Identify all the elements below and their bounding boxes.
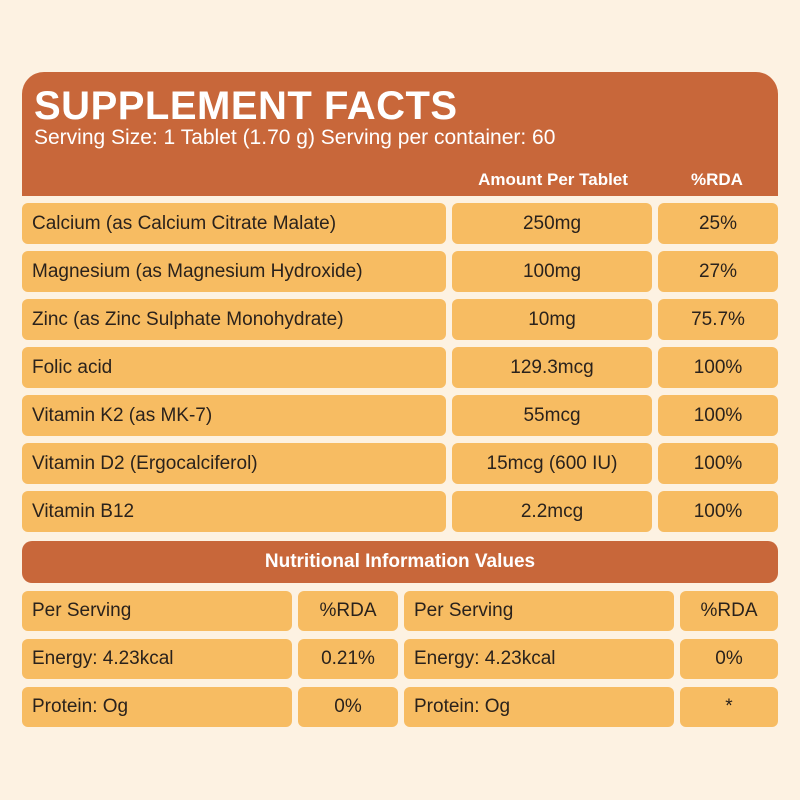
nutrient-name: Vitamin K2 (as MK-7) [22,395,446,436]
nutrient-rda: 100% [658,395,778,436]
nutrient-name: Zinc (as Zinc Sulphate Monohydrate) [22,299,446,340]
nutrition-right-rda: 0% [680,639,778,679]
column-header-amount: Amount Per Tablet [478,170,628,189]
nutrient-name: Vitamin D2 (Ergocalciferol) [22,443,446,484]
nutrient-amount: 55mcg [452,395,652,436]
nutrient-rda: 100% [658,443,778,484]
nutrient-rda: 100% [658,491,778,532]
nutrient-amount: 15mcg (600 IU) [452,443,652,484]
nutrition-section-title: Nutritional Information Values [22,541,778,583]
nutrient-name: Calcium (as Calcium Citrate Malate) [22,203,446,244]
nutrition-left-label: Per Serving [22,591,292,631]
nutrient-amount: 2.2mcg [452,491,652,532]
nutrient-rda: 75.7% [658,299,778,340]
nutrient-name: Folic acid [22,347,446,388]
nutrient-rda: 25% [658,203,778,244]
nutrient-amount: 129.3mcg [452,347,652,388]
nutrition-right-rda: * [680,687,778,727]
nutrition-left-rda: 0.21% [298,639,398,679]
nutrient-name: Vitamin B12 [22,491,446,532]
nutrition-left-rda: 0% [298,687,398,727]
nutrition-right-label: Energy: 4.23kcal [404,639,674,679]
nutrition-right-label: Protein: Og [404,687,674,727]
column-header-rda: %RDA [691,170,743,189]
nutrient-amount: 250mg [452,203,652,244]
page-title: SUPPLEMENT FACTS [34,84,458,128]
nutrition-left-rda: %RDA [298,591,398,631]
nutrient-rda: 27% [658,251,778,292]
nutrition-right-rda: %RDA [680,591,778,631]
nutrient-name: Magnesium (as Magnesium Hydroxide) [22,251,446,292]
serving-info: Serving Size: 1 Tablet (1.70 g) Serving … [34,126,556,149]
nutrient-rda: 100% [658,347,778,388]
nutrition-left-label: Energy: 4.23kcal [22,639,292,679]
nutrient-amount: 100mg [452,251,652,292]
nutrition-left-label: Protein: Og [22,687,292,727]
nutrition-right-label: Per Serving [404,591,674,631]
nutrient-amount: 10mg [452,299,652,340]
supplement-facts-header [22,72,778,196]
